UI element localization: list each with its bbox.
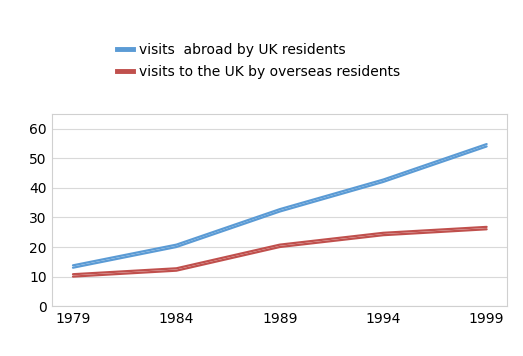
Legend: visits  abroad by UK residents, visits to the UK by overseas residents: visits abroad by UK residents, visits to…	[114, 40, 403, 82]
